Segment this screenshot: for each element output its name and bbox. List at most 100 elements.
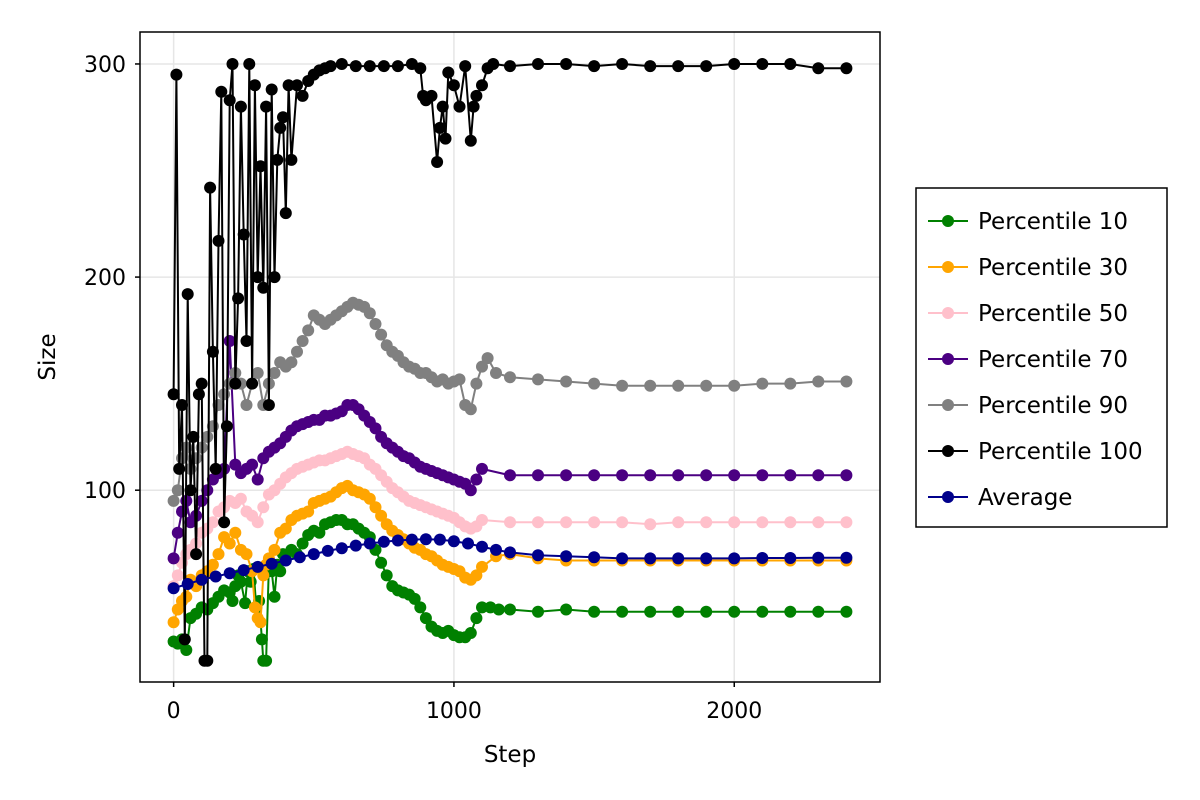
data-point bbox=[285, 153, 298, 166]
data-point bbox=[335, 58, 348, 70]
y-tick-label: 300 bbox=[84, 53, 126, 78]
data-point bbox=[588, 605, 601, 618]
data-point bbox=[234, 100, 247, 113]
data-point bbox=[391, 60, 404, 73]
data-point bbox=[588, 516, 601, 529]
data-point bbox=[784, 605, 797, 618]
data-point bbox=[784, 516, 797, 529]
data-point bbox=[490, 543, 502, 556]
data-point bbox=[453, 100, 466, 113]
series-average bbox=[167, 533, 853, 595]
data-point bbox=[672, 379, 685, 392]
data-point bbox=[171, 484, 184, 497]
data-point bbox=[296, 335, 309, 347]
data-point bbox=[293, 551, 306, 564]
data-point bbox=[476, 462, 488, 475]
data-point bbox=[187, 430, 200, 443]
data-point bbox=[375, 328, 388, 341]
data-point bbox=[229, 526, 242, 539]
data-point bbox=[532, 549, 544, 562]
legend-label: Percentile 10 bbox=[978, 209, 1128, 235]
data-point bbox=[476, 601, 488, 614]
data-point bbox=[282, 79, 295, 92]
data-point bbox=[246, 458, 259, 471]
data-point bbox=[487, 58, 500, 70]
data-point bbox=[756, 469, 769, 482]
data-point bbox=[167, 552, 180, 565]
data-point bbox=[560, 58, 573, 70]
plot-area bbox=[167, 58, 853, 667]
data-point bbox=[375, 556, 388, 569]
legend-marker bbox=[942, 307, 954, 319]
data-point bbox=[232, 292, 245, 305]
legend-box bbox=[915, 187, 1168, 528]
data-point bbox=[504, 516, 516, 529]
data-point bbox=[223, 537, 236, 550]
data-point bbox=[840, 551, 853, 564]
data-point bbox=[167, 494, 180, 507]
data-point bbox=[419, 533, 432, 546]
data-point bbox=[560, 469, 573, 482]
data-point bbox=[405, 533, 418, 546]
data-point bbox=[302, 324, 315, 337]
data-point bbox=[321, 544, 334, 557]
data-point bbox=[756, 605, 769, 618]
data-point bbox=[180, 644, 193, 656]
x-tick-label: 2000 bbox=[706, 699, 762, 724]
data-point bbox=[464, 484, 477, 497]
plot-frame bbox=[139, 31, 881, 683]
data-point bbox=[476, 360, 488, 373]
data-point bbox=[204, 181, 217, 194]
data-point bbox=[476, 540, 488, 553]
data-point bbox=[644, 469, 657, 482]
legend-item: Percentile 50 bbox=[928, 301, 1128, 327]
data-point bbox=[226, 595, 239, 607]
data-point bbox=[201, 654, 214, 667]
data-point bbox=[244, 575, 257, 588]
data-point bbox=[349, 60, 362, 73]
data-point bbox=[728, 379, 741, 392]
data-point bbox=[756, 516, 769, 529]
data-point bbox=[171, 526, 184, 539]
data-point bbox=[251, 473, 264, 486]
data-point bbox=[504, 469, 516, 482]
data-point bbox=[408, 592, 421, 605]
data-point bbox=[209, 462, 222, 475]
y-axis-ticks: 100 200 300 bbox=[84, 53, 140, 504]
x-axis-label: Step bbox=[484, 742, 536, 768]
data-point bbox=[246, 377, 259, 390]
data-point bbox=[812, 469, 825, 482]
legend-marker bbox=[942, 491, 954, 503]
data-point bbox=[209, 570, 222, 583]
data-point bbox=[470, 473, 483, 486]
data-point bbox=[237, 564, 250, 577]
data-point bbox=[812, 375, 825, 388]
y-axis-label: Size bbox=[35, 333, 61, 380]
data-point bbox=[728, 516, 741, 529]
data-point bbox=[700, 60, 713, 73]
legend-label: Percentile 100 bbox=[978, 439, 1143, 465]
legend-label: Average bbox=[978, 485, 1072, 511]
data-point bbox=[215, 85, 228, 98]
series-percentile-50 bbox=[167, 445, 853, 593]
data-point bbox=[644, 60, 657, 73]
data-point bbox=[285, 356, 298, 369]
data-point bbox=[206, 516, 219, 529]
data-point bbox=[560, 375, 573, 388]
data-point bbox=[840, 605, 853, 618]
data-point bbox=[363, 537, 376, 550]
data-point bbox=[784, 58, 797, 70]
data-point bbox=[700, 379, 713, 392]
data-point bbox=[756, 58, 769, 70]
data-point bbox=[560, 550, 573, 563]
legend-label: Percentile 50 bbox=[978, 301, 1128, 327]
data-point bbox=[380, 569, 393, 582]
data-point bbox=[476, 514, 488, 526]
data-point bbox=[260, 100, 273, 113]
data-point bbox=[265, 557, 278, 570]
legend-item: Percentile 90 bbox=[928, 393, 1128, 419]
data-point bbox=[728, 605, 741, 618]
data-point bbox=[240, 399, 253, 411]
legend-label: Percentile 30 bbox=[978, 255, 1128, 281]
data-point bbox=[369, 501, 382, 514]
